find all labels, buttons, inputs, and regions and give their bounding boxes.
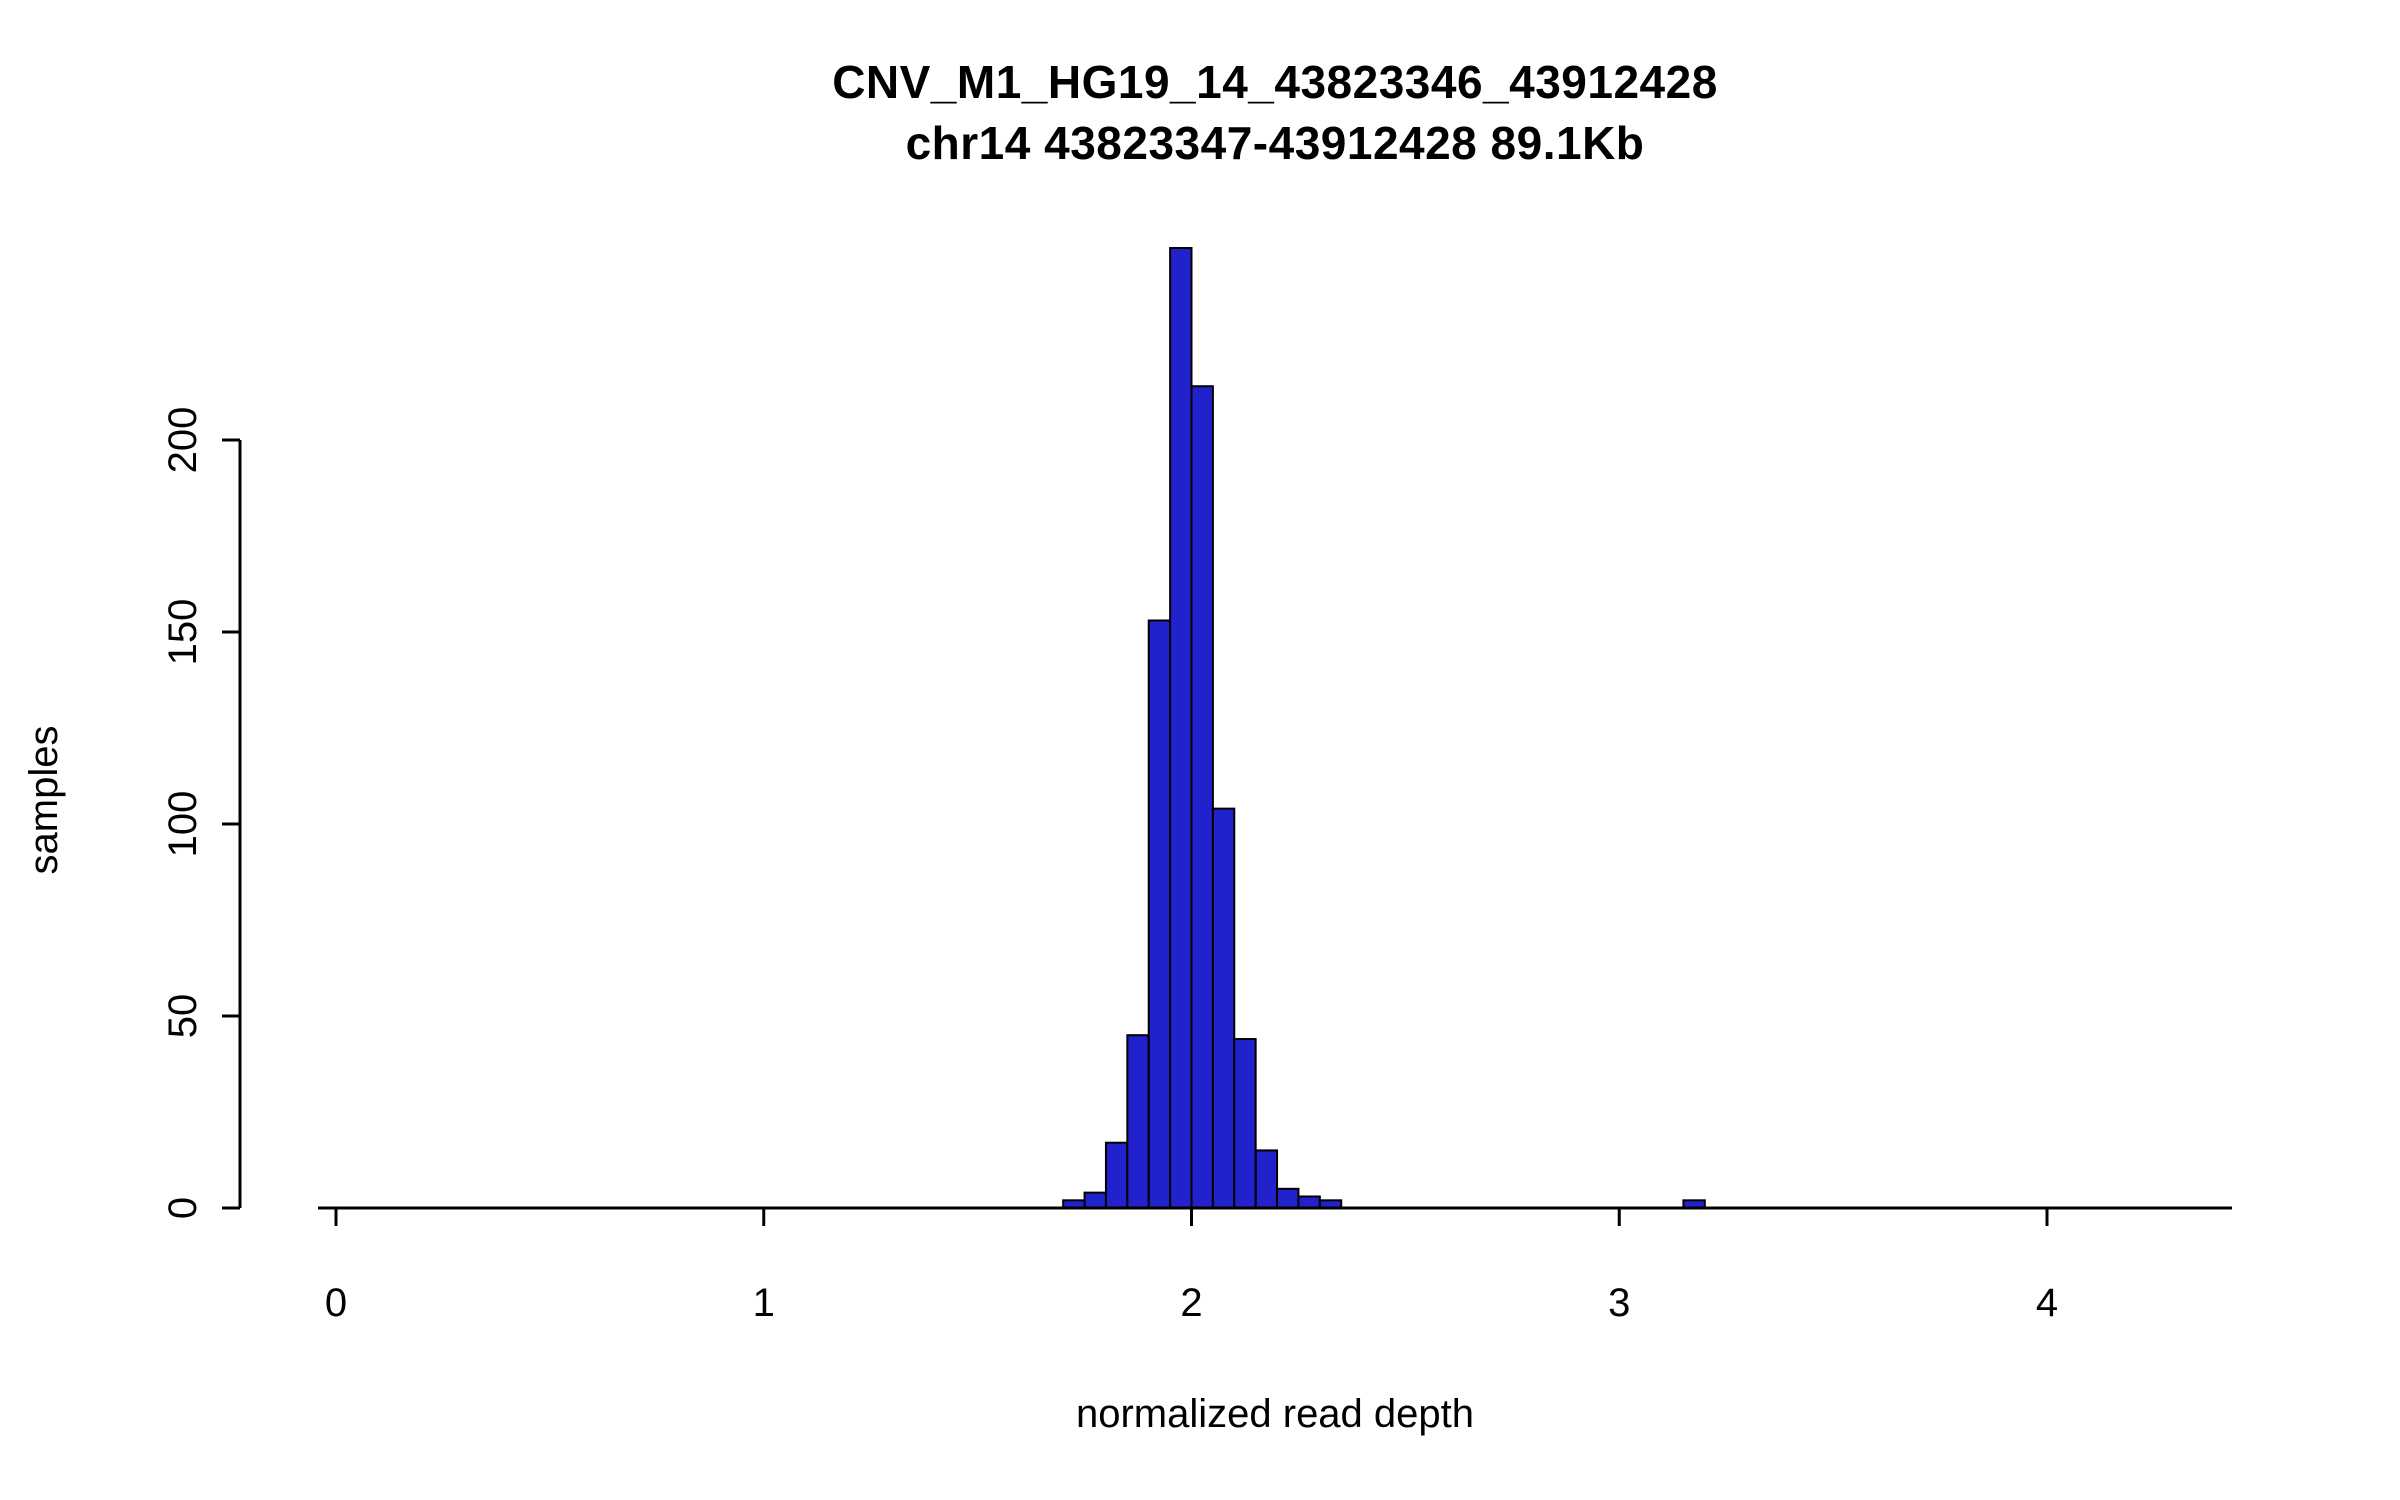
x-axis-tick-label: 4	[2036, 1281, 2058, 1325]
x-axis-title: normalized read depth	[1075, 1392, 1475, 1436]
histogram-bar	[1254, 1149, 1279, 1210]
histogram-bar	[1147, 619, 1172, 1209]
chart-subtitle: chr14 43823347-43912428 89.1Kb	[905, 116, 1645, 169]
y-axis-tick-label: 150	[161, 599, 205, 666]
title-block: CNV_M1_HG19_14_43823346_43912428 chr14 4…	[318, 52, 2232, 173]
x-axis-tick-label: 0	[325, 1281, 347, 1325]
histogram-bar	[1211, 807, 1236, 1209]
histogram-bar	[1190, 385, 1214, 1209]
x-axis-tick-label: 1	[753, 1281, 775, 1325]
histogram-bar	[1233, 1038, 1257, 1210]
y-axis-tick-label: 200	[161, 407, 205, 474]
histogram-bar	[1126, 1034, 1150, 1209]
histogram-bar	[1169, 247, 1193, 1209]
chart-title: CNV_M1_HG19_14_43823346_43912428	[832, 56, 1718, 108]
histogram-bar	[1297, 1195, 1321, 1209]
histogram-bar	[1083, 1191, 1107, 1210]
y-axis-tick-label: 100	[161, 791, 205, 858]
x-axis-tick-label: 3	[1608, 1281, 1630, 1325]
x-axis-tick-label: 2	[1180, 1281, 1202, 1325]
histogram-bar	[1276, 1187, 1300, 1210]
y-axis-tick-label: 0	[161, 1197, 205, 1219]
y-axis-tick-label: 50	[161, 994, 205, 1039]
y-axis-title: samples	[22, 725, 66, 875]
histogram-bar	[1104, 1141, 1129, 1209]
